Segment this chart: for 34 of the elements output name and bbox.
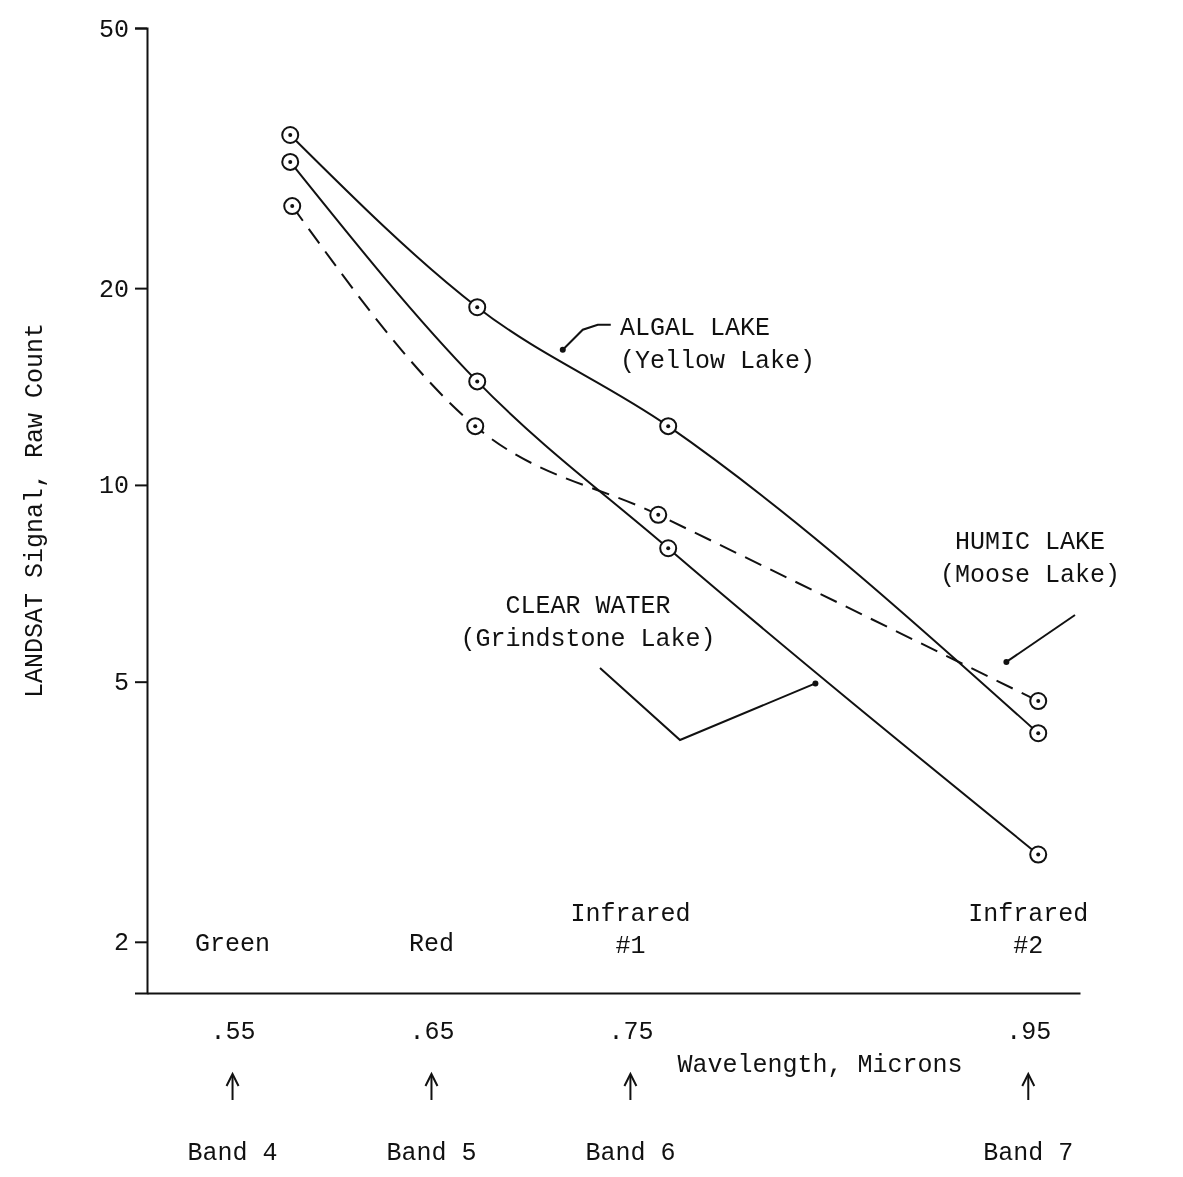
- point: [1029, 845, 1048, 864]
- point: [468, 298, 487, 317]
- annotation: Green: [195, 929, 271, 959]
- point: [649, 505, 668, 524]
- annotation: CLEAR WATER (Grindstone Lake): [460, 592, 716, 654]
- point: [468, 372, 487, 391]
- y-axis-title: LANDSAT Signal, Raw Count: [21, 322, 50, 699]
- x-tick-label: .75: [608, 1017, 654, 1047]
- x-axis-title: Wavelength, Microns: [677, 1051, 963, 1080]
- y-tick-label: 5: [113, 669, 129, 699]
- point: [466, 417, 485, 436]
- point: [659, 417, 678, 436]
- annotation: Infrared #2: [968, 899, 1089, 962]
- x-tick-label: .55: [210, 1017, 256, 1047]
- annotation: Red: [408, 929, 454, 959]
- annotation: HUMIC LAKE (Moose Lake): [939, 528, 1121, 590]
- annotation: ALGAL LAKE (Yellow Lake): [620, 314, 816, 376]
- point: [283, 197, 302, 216]
- x-tick-label: .95: [1006, 1017, 1052, 1047]
- annotation: Infrared #1: [570, 899, 691, 962]
- point: [281, 125, 300, 144]
- y-tick-label: 2: [113, 929, 129, 959]
- text: Band 7: [983, 1139, 1074, 1168]
- point: [281, 152, 300, 171]
- point: [1029, 724, 1048, 743]
- point: [659, 539, 678, 558]
- y-tick-label: 10: [98, 472, 129, 502]
- text: Band 5: [386, 1139, 477, 1168]
- point: [1029, 692, 1048, 711]
- text: Band 4: [187, 1139, 278, 1168]
- text: Band 6: [585, 1139, 676, 1168]
- y-tick-label: 20: [98, 275, 129, 305]
- x-tick-label: .65: [409, 1017, 455, 1047]
- y-tick-label: 50: [98, 15, 129, 45]
